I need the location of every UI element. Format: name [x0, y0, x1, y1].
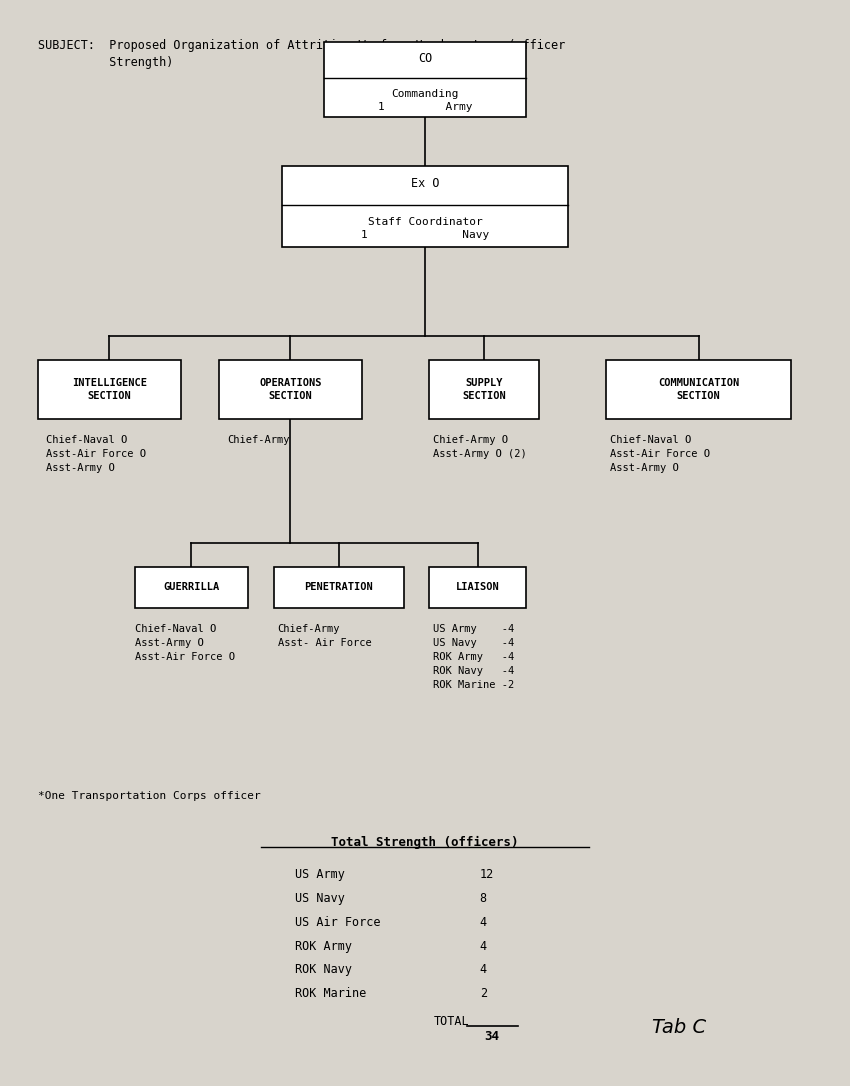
Text: Tab C: Tab C	[652, 1018, 706, 1036]
FancyBboxPatch shape	[274, 567, 404, 608]
Text: Chief-Naval O
Asst-Air Force O
Asst-Army O: Chief-Naval O Asst-Air Force O Asst-Army…	[46, 435, 146, 473]
Text: Total Strength (officers): Total Strength (officers)	[332, 836, 518, 849]
Text: OPERATIONS
SECTION: OPERATIONS SECTION	[259, 378, 321, 401]
Text: SUBJECT:  Proposed Organization of Attrition Warfare Headquarters (officer: SUBJECT: Proposed Organization of Attrit…	[38, 39, 565, 52]
Text: ROK Army: ROK Army	[295, 939, 352, 952]
Text: US Navy: US Navy	[295, 893, 344, 905]
Text: COMMUNICATION
SECTION: COMMUNICATION SECTION	[658, 378, 740, 401]
Text: CO: CO	[418, 52, 432, 65]
Text: 4: 4	[479, 915, 487, 929]
Text: 12: 12	[479, 869, 494, 882]
Text: GUERRILLA: GUERRILLA	[163, 582, 219, 592]
FancyBboxPatch shape	[218, 359, 362, 419]
FancyBboxPatch shape	[282, 166, 568, 247]
Text: 2: 2	[479, 987, 487, 1000]
Text: 4: 4	[479, 939, 487, 952]
FancyBboxPatch shape	[324, 42, 526, 117]
Text: Ex O: Ex O	[411, 177, 439, 190]
FancyBboxPatch shape	[429, 567, 526, 608]
Text: US Air Force: US Air Force	[295, 915, 380, 929]
Text: 4: 4	[479, 963, 487, 976]
Text: ROK Navy: ROK Navy	[295, 963, 352, 976]
Text: TOTAL: TOTAL	[434, 1015, 469, 1028]
FancyBboxPatch shape	[134, 567, 248, 608]
Text: LIAISON: LIAISON	[456, 582, 500, 592]
FancyBboxPatch shape	[606, 359, 791, 419]
Text: *One Transportation Corps officer: *One Transportation Corps officer	[38, 791, 261, 800]
Text: Chief-Naval O
Asst-Army O
Asst-Air Force O: Chief-Naval O Asst-Army O Asst-Air Force…	[134, 623, 235, 661]
Text: INTELLIGENCE
SECTION: INTELLIGENCE SECTION	[72, 378, 147, 401]
Text: US Army: US Army	[295, 869, 344, 882]
Text: 34: 34	[484, 1031, 499, 1044]
Text: Chief-Army
Asst- Air Force: Chief-Army Asst- Air Force	[278, 623, 371, 648]
Text: PENETRATION: PENETRATION	[304, 582, 373, 592]
FancyBboxPatch shape	[38, 359, 181, 419]
Text: Chief-Naval O
Asst-Air Force O
Asst-Army O: Chief-Naval O Asst-Air Force O Asst-Army…	[610, 435, 710, 473]
FancyBboxPatch shape	[429, 359, 539, 419]
Text: Strength): Strength)	[38, 55, 173, 68]
Text: Commanding
1         Army: Commanding 1 Army	[377, 89, 473, 112]
Text: US Army    -4
US Navy    -4
ROK Army   -4
ROK Navy   -4
ROK Marine -2: US Army -4 US Navy -4 ROK Army -4 ROK Na…	[434, 623, 514, 690]
Text: Chief-Army: Chief-Army	[227, 435, 290, 445]
Text: 8: 8	[479, 893, 487, 905]
Text: SUPPLY
SECTION: SUPPLY SECTION	[462, 378, 506, 401]
Text: Staff Coordinator
1              Navy: Staff Coordinator 1 Navy	[361, 217, 489, 240]
Text: ROK Marine: ROK Marine	[295, 987, 366, 1000]
Text: Chief-Army O
Asst-Army O (2): Chief-Army O Asst-Army O (2)	[434, 435, 527, 459]
